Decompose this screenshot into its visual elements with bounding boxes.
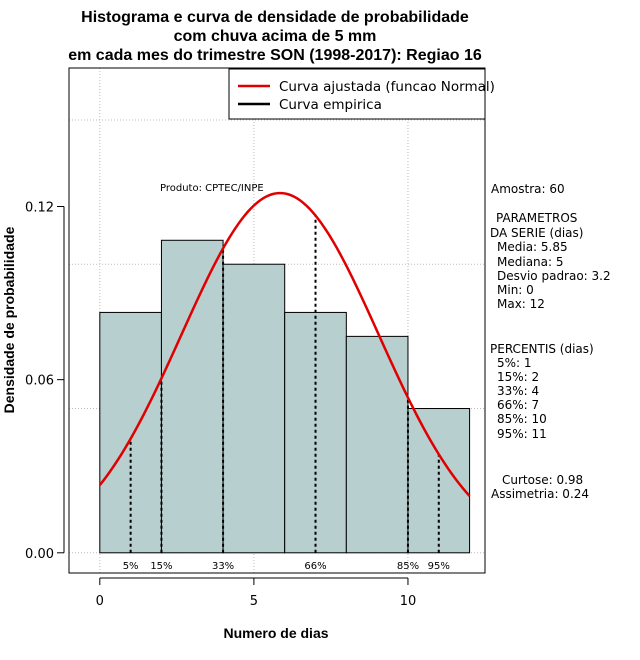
stat-assimetria: Assimetria: 0.24 — [491, 487, 589, 501]
stat-max: Max: 12 — [497, 297, 545, 311]
stat-p95: 95%: 11 — [497, 427, 547, 441]
bars-layer — [99, 239, 471, 554]
stat-p15: 15%: 2 — [497, 370, 539, 384]
legend-fitted-label: Curva ajustada (funcao Normal) — [279, 79, 495, 95]
stat-mediana: Mediana: 5 — [497, 255, 564, 269]
stat-min: Min: 0 — [497, 283, 534, 297]
histogram-bar-2 — [222, 263, 286, 554]
histogram-bar-1 — [160, 239, 224, 554]
stat-p85: 85%: 10 — [497, 412, 547, 426]
legend-box — [228, 68, 486, 120]
x-tick-label-2: 10 — [400, 594, 417, 609]
curve-layer — [98, 191, 471, 497]
stat-amostra: Amostra: 60 — [491, 182, 565, 196]
stat-p5: 5%: 1 — [497, 356, 532, 370]
stats-panel: Amostra: 60 PARAMETROS DA SERIE (dias) M… — [490, 182, 611, 501]
stat-p33: 33%: 4 — [497, 384, 539, 398]
percentile-label-2: 33% — [212, 561, 234, 572]
x-axis-label: Numero de dias — [223, 625, 328, 641]
plot-frame — [68, 67, 486, 574]
stat-desvio: Desvio padrao: 3.2 — [497, 269, 611, 283]
percentile-label-1: 15% — [150, 561, 172, 572]
legend-empirical-label: Curva empirica — [279, 97, 382, 113]
x-tick-label-0: 0 — [96, 594, 104, 609]
axis-layer: 0 5 10 0.00 0.06 0.12 — [25, 201, 416, 609]
stat-serie-title: DA SERIE (dias) — [490, 226, 583, 240]
histogram-bar-4 — [345, 335, 409, 554]
fitted-normal-curve — [98, 191, 471, 497]
histogram-bar-0 — [99, 311, 162, 554]
y-tick-label-1: 0.06 — [25, 374, 54, 389]
percentile-label-0: 5% — [123, 561, 139, 572]
product-annotation: Produto: CPTEC/INPE — [160, 183, 264, 194]
chart-title-line-1: Histograma e curva de densidade de proba… — [81, 9, 469, 26]
y-axis-label: Densidade de probabilidade — [1, 226, 17, 413]
percentile-label-5: 95% — [428, 561, 450, 572]
stat-parametros-title: PARAMETROS — [496, 211, 577, 225]
stat-p66: 66%: 7 — [497, 398, 539, 412]
x-tick-label-1: 5 — [250, 594, 258, 609]
percentile-lines-layer: 5% 15% 33% 66% 85% 95% — [123, 215, 450, 572]
chart-title-line-3: em cada mes do trimestre SON (1998-2017)… — [68, 47, 482, 64]
legend: Curva ajustada (funcao Normal) Curva emp… — [228, 68, 495, 120]
stat-percentis-title: PERCENTIS (dias) — [490, 342, 594, 356]
percentile-label-4: 85% — [397, 561, 419, 572]
percentile-label-3: 66% — [304, 561, 326, 572]
y-tick-label-2: 0.12 — [25, 201, 54, 216]
y-tick-label-0: 0.00 — [25, 547, 54, 562]
chart-title-line-2: com chuva acima de 5 mm — [174, 28, 377, 45]
stat-curtose: Curtose: 0.98 — [502, 473, 583, 487]
stat-media: Media: 5.85 — [497, 240, 568, 254]
